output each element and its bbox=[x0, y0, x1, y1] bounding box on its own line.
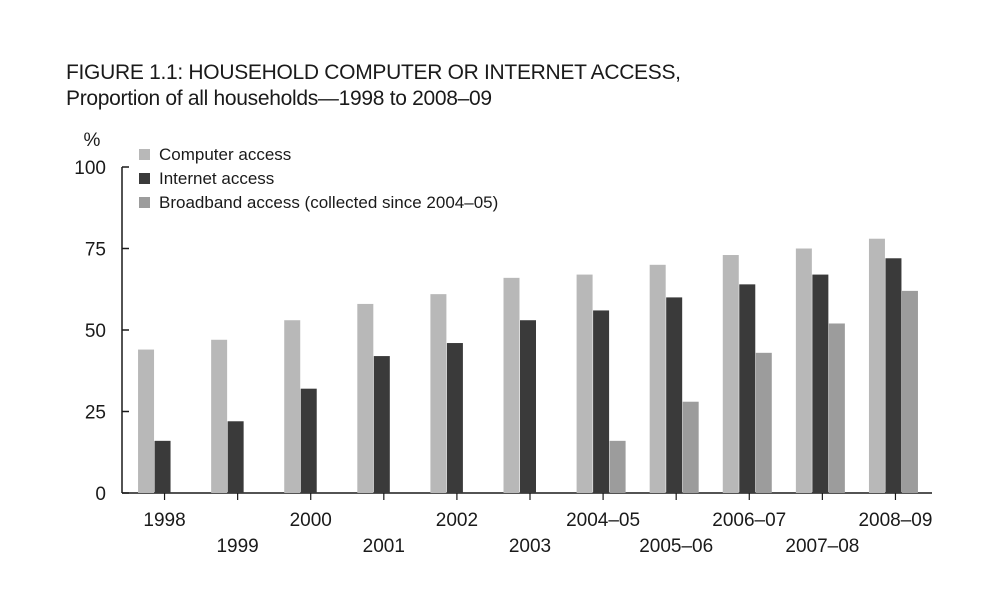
y-axis-label: % bbox=[84, 130, 101, 151]
y-tick-label: 100 bbox=[74, 158, 106, 179]
bar-2 bbox=[373, 356, 390, 493]
x-tick-label: 2004–05 bbox=[566, 510, 640, 531]
x-tick-label: 2000 bbox=[290, 510, 332, 531]
bar-1 bbox=[138, 349, 155, 493]
y-tick-label: 50 bbox=[85, 321, 106, 342]
bar-2 bbox=[154, 440, 171, 493]
bar-1 bbox=[576, 274, 593, 493]
bar-1 bbox=[284, 320, 301, 493]
x-tick-label: 2006–07 bbox=[712, 510, 786, 531]
y-tick-label: 25 bbox=[85, 403, 106, 424]
bar-1 bbox=[795, 248, 812, 493]
chart-title: FIGURE 1.1: HOUSEHOLD COMPUTER OR INTERN… bbox=[66, 61, 681, 84]
bar-1 bbox=[211, 339, 228, 493]
legend-label: Internet access bbox=[159, 169, 274, 188]
bar-2 bbox=[812, 274, 829, 493]
bar-3 bbox=[901, 290, 918, 493]
bar-2 bbox=[227, 421, 244, 493]
bar-2 bbox=[666, 297, 683, 493]
chart-subtitle: Proportion of all households—1998 to 200… bbox=[66, 87, 492, 110]
bar-1 bbox=[649, 264, 666, 493]
bar-2 bbox=[593, 310, 610, 493]
x-tick-label: 1998 bbox=[143, 510, 185, 531]
bar-3 bbox=[828, 323, 845, 493]
bar-3 bbox=[682, 401, 699, 493]
y-tick-label: 0 bbox=[95, 484, 106, 505]
bar-2 bbox=[885, 258, 902, 493]
x-tick-label: 2007–08 bbox=[785, 536, 859, 557]
bar-2 bbox=[739, 284, 756, 493]
y-tick-label: 75 bbox=[85, 240, 106, 261]
bar-2 bbox=[300, 388, 317, 493]
x-tick-label: 2001 bbox=[363, 536, 405, 557]
x-tick-label: 2002 bbox=[436, 510, 478, 531]
legend-swatch bbox=[139, 173, 150, 184]
bar-3 bbox=[609, 440, 626, 493]
x-tick-label: 1999 bbox=[216, 536, 258, 557]
bar-1 bbox=[430, 294, 447, 493]
bar-3 bbox=[755, 352, 772, 493]
bar-1 bbox=[357, 303, 374, 493]
legend-label: Computer access bbox=[159, 145, 291, 164]
bar-1 bbox=[868, 238, 885, 493]
legend-swatch bbox=[139, 197, 150, 208]
x-tick-label: 2003 bbox=[509, 536, 551, 557]
x-tick-label: 2005–06 bbox=[639, 536, 713, 557]
bar-2 bbox=[520, 320, 536, 493]
legend-label: Broadband access (collected since 2004–0… bbox=[159, 193, 498, 212]
legend-swatch bbox=[139, 149, 150, 160]
bar-1 bbox=[722, 255, 739, 493]
bar-1 bbox=[503, 277, 520, 493]
bar-2 bbox=[446, 343, 463, 493]
x-tick-label: 2008–09 bbox=[858, 510, 932, 531]
